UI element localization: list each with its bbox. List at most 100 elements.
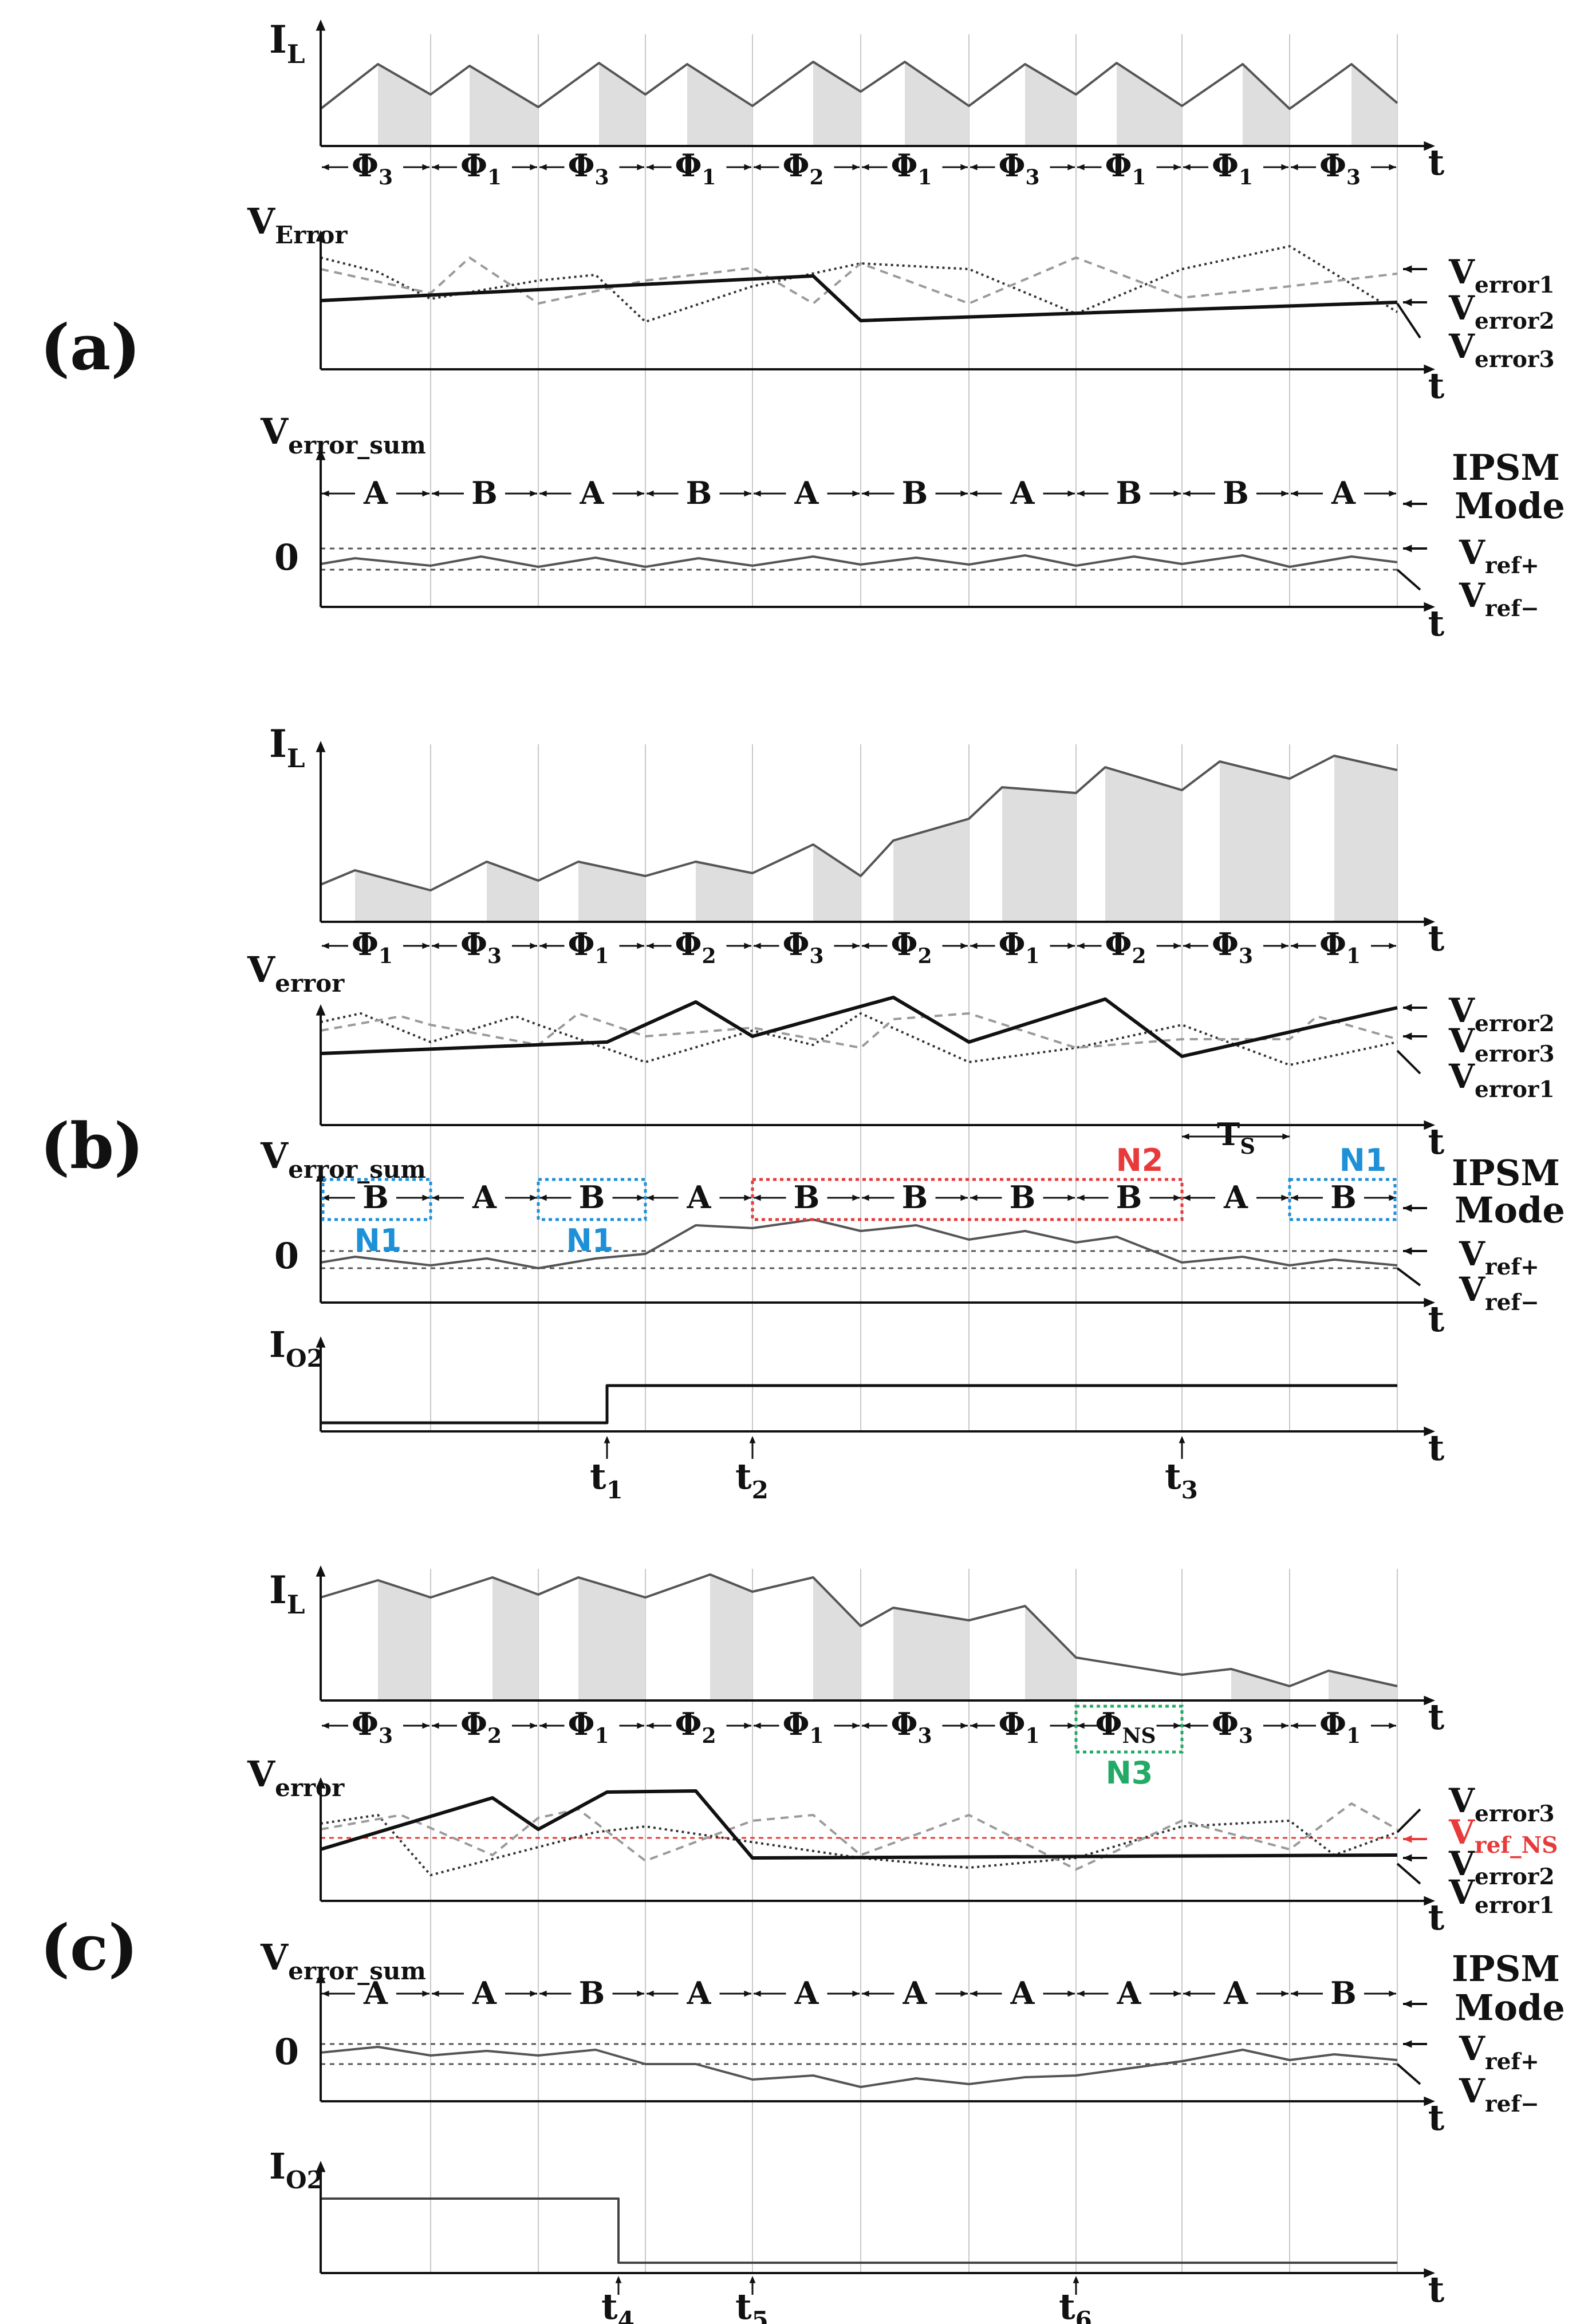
panel-c-mode-2: B <box>579 1975 605 2011</box>
panel-c-leg-e1-line <box>1396 1863 1421 1885</box>
panel-c-seg-1-right-arrow <box>530 1722 537 1729</box>
panel-a-verror2 <box>320 257 1398 305</box>
panel-c-time-2-sub: 6 <box>1075 2306 1092 2324</box>
panel-b-note-n1-3: N1 <box>1339 1142 1387 1178</box>
panel-c-seg-0-right-arrow <box>422 1722 429 1729</box>
panel-b-mode-1: A <box>472 1179 497 1216</box>
panel-a-phase-4-index: 2 <box>809 165 823 190</box>
panel-c-leg-e1-label-sub: error1 <box>1475 1892 1555 1919</box>
panel-c-time-1-sub: 5 <box>752 2306 769 2324</box>
panel-c-vref-plus-label-sub: ref+ <box>1485 2049 1539 2075</box>
panel-b-mode-9: B <box>1330 1179 1357 1216</box>
panel-c-shade-1 <box>492 1577 538 1700</box>
panel-c-leg-vrefns-head <box>1403 1835 1412 1843</box>
panel-c-seg-9-right-arrow <box>1389 1722 1396 1729</box>
panel-a-vref-minus-label-sub: ref− <box>1485 595 1539 622</box>
panel-c-mode-5-right-arrow <box>960 1990 968 1997</box>
panel-a-phase-2-index: 3 <box>594 165 609 190</box>
panel-c-il-y-arrow <box>316 1565 326 1577</box>
panel-c-phase-7-symbol: Φ <box>1096 1706 1122 1742</box>
panel-c-phase-8-index: 3 <box>1239 1724 1253 1748</box>
panel-b-mode-9-right-arrow <box>1389 1194 1396 1201</box>
panel-c-leg-vrefns-label: Vref_NS <box>1448 1813 1558 1859</box>
panel-a-mode-2-right-arrow <box>637 490 644 497</box>
panel-c-leg-e3-label-main: V <box>1448 1781 1475 1820</box>
panel-a-seg-2-right-arrow <box>637 164 644 171</box>
panel-c-vref-plus-label-main: V <box>1459 2029 1485 2068</box>
panel-b-phase-7-index: 2 <box>1132 944 1146 968</box>
panel-a-mode-7-right-arrow <box>1173 490 1181 497</box>
panel-c-io-label: IO2 <box>269 2145 324 2194</box>
panel-a-phase-9-index: 3 <box>1346 165 1361 190</box>
panel-c-leg-e1-label: Verror1 <box>1448 1873 1555 1919</box>
panel-b-leg-e2-label: Verror2 <box>1448 991 1555 1037</box>
panel-c-mode-3-left-arrow <box>647 1990 654 1997</box>
panel-b-time-2-main: t <box>1165 1455 1181 1497</box>
panel-a-mode-3: B <box>686 475 712 511</box>
panel-c-verror2 <box>320 1802 1398 1871</box>
panel-a-phase-3: Φ1 <box>675 147 716 190</box>
panel-b-mode-6: B <box>1010 1179 1036 1216</box>
panel-b-shade-7 <box>1105 767 1182 922</box>
panel-b-mode-0: B <box>362 1179 389 1216</box>
panel-b-seg-3-left-arrow <box>647 942 654 949</box>
panel-b-t-mark-head-0 <box>604 1436 610 1443</box>
panel-c-leg-e3-label: Verror3 <box>1448 1781 1555 1827</box>
panel-c-phase-0-index: 3 <box>379 1724 393 1748</box>
panel-b-time-1-sub: 2 <box>752 1476 769 1504</box>
panel-b-mode-4-right-arrow <box>852 1194 860 1201</box>
panel-c-phase-7: ΦNS <box>1096 1706 1156 1748</box>
panel-b-vs-x-arrow <box>1424 1297 1435 1308</box>
panel-b-shade-9 <box>1334 756 1397 922</box>
panel-b-mode-5: B <box>902 1179 928 1216</box>
panel-b-note-n1-1: N1 <box>354 1222 402 1258</box>
panel-a-shade-9 <box>1351 64 1397 146</box>
panel-c-phase-3: Φ2 <box>675 1706 716 1748</box>
panel-a-leg-e2-head <box>1403 298 1412 306</box>
panel-b-phase-9-symbol: Φ <box>1319 926 1346 962</box>
panel-a-phase-6-symbol: Φ <box>998 147 1025 184</box>
panel-c-mode-9-left-arrow <box>1291 1990 1298 1997</box>
panel-a-seg-6-left-arrow <box>970 164 978 171</box>
panel-c-mode-4-right-arrow <box>852 1990 860 1997</box>
axis-layer <box>316 19 1435 2295</box>
panel-c-leg-e2-label-sub: error2 <box>1475 1864 1555 1890</box>
panel-a-phase-4: Φ2 <box>782 147 823 190</box>
panel-c-phase-6: Φ1 <box>998 1706 1039 1748</box>
panel-c-shade-0 <box>378 1580 431 1700</box>
panel-a-shade-5 <box>905 62 969 146</box>
panel-c-time-2: t6 <box>1059 2286 1092 2324</box>
panel-a-shade-3 <box>687 64 752 146</box>
panel-c-mode-1-right-arrow <box>530 1990 537 1997</box>
panel-a-mode-0: A <box>363 475 388 511</box>
panel-c-il-x-arrow <box>1424 1695 1435 1706</box>
panel-b-note-n1-2: N1 <box>566 1222 614 1258</box>
panel-b-vs-label-main: V <box>260 1135 289 1177</box>
panel-c-mode-3-right-arrow <box>744 1990 751 1997</box>
panel-b-phase-8-symbol: Φ <box>1212 926 1239 962</box>
panel-a-vref-minus-label: Vref− <box>1459 576 1539 622</box>
panel-a-seg-7-left-arrow <box>1077 164 1085 171</box>
panel-b-phase-0: Φ1 <box>352 926 393 968</box>
panel-c-vref-plus-label: Vref+ <box>1459 2029 1539 2075</box>
panel-b-ve-t: t <box>1428 1120 1445 1162</box>
panel-a-mode-8: B <box>1223 475 1249 511</box>
panel-b-phase-1: Φ3 <box>460 926 502 968</box>
panel-b-io-x-arrow <box>1424 1426 1435 1437</box>
panel-b-mode-0-right-arrow <box>422 1194 429 1201</box>
panel-b-leg-e2-head <box>1403 1004 1412 1012</box>
panel-c-zero: 0 <box>274 2031 299 2073</box>
panel-a-vsum-wave <box>320 554 1398 568</box>
panel-c-phase-1: Φ2 <box>460 1706 502 1748</box>
panel-c-mode-0: A <box>363 1975 388 2011</box>
panel-b-seg-9-right-arrow <box>1389 942 1396 949</box>
panel-c-phase-1-symbol: Φ <box>460 1706 487 1742</box>
panel-a-mode-1-left-arrow <box>432 490 439 497</box>
panel-a-phase-8-index: 1 <box>1239 165 1253 190</box>
highlight-box-layer <box>321 1178 1397 1754</box>
panel-c-io-label-sub: O2 <box>286 2166 324 2194</box>
panel-c-mode-7: A <box>1117 1975 1142 2011</box>
panel-b-seg-0-right-arrow <box>422 942 429 949</box>
panel-b-vref-plus-label-main: V <box>1459 1234 1485 1273</box>
panel-b-seg-7-right-arrow <box>1173 942 1181 949</box>
